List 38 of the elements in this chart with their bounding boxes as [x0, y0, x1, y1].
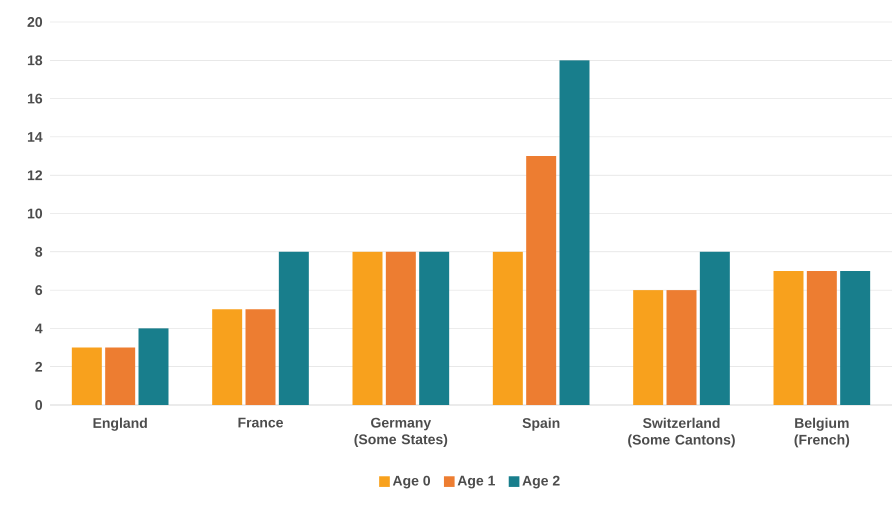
y-tick-label: 8 [35, 246, 42, 257]
bar [72, 348, 102, 405]
bar [105, 348, 136, 405]
bar [352, 252, 382, 405]
x-tick-label: Germany (Some States) [354, 418, 448, 448]
legend-label: Age 1 [458, 476, 495, 488]
x-tick-label: France [238, 418, 283, 428]
y-tick-label: 18 [28, 55, 42, 66]
y-tick-label: 12 [28, 170, 42, 180]
y-tick-label: 16 [28, 94, 42, 104]
x-tick-label: England [94, 418, 147, 431]
bar [212, 309, 242, 405]
y-tick-label: 6 [35, 285, 42, 296]
bar [386, 252, 416, 405]
y-tick-label: 4 [35, 324, 43, 334]
x-tick-label: Switzerland (Some Cantons) [628, 418, 735, 448]
y-tick-label: 14 [28, 132, 43, 142]
legend-label: Age 2 [522, 476, 560, 488]
bar [246, 309, 276, 405]
bar [560, 60, 590, 405]
y-tick-label: 2 [35, 362, 42, 372]
y-tick-label: 20 [28, 17, 42, 27]
y-tick-label: 10 [28, 208, 42, 218]
bar [526, 156, 556, 405]
bar [633, 290, 664, 405]
bar [278, 252, 309, 405]
y-tick-label: 0 [35, 400, 42, 410]
legend-label: Age 0 [392, 476, 430, 488]
bar [419, 252, 450, 405]
bar [774, 270, 804, 405]
bar [700, 252, 730, 405]
x-tick-label: Spain [522, 418, 560, 431]
bar [492, 252, 523, 405]
bar [138, 328, 168, 405]
bar [666, 290, 697, 405]
bar [806, 270, 837, 405]
x-tick-label: Belgium (French) [794, 418, 850, 448]
bar [840, 270, 870, 405]
